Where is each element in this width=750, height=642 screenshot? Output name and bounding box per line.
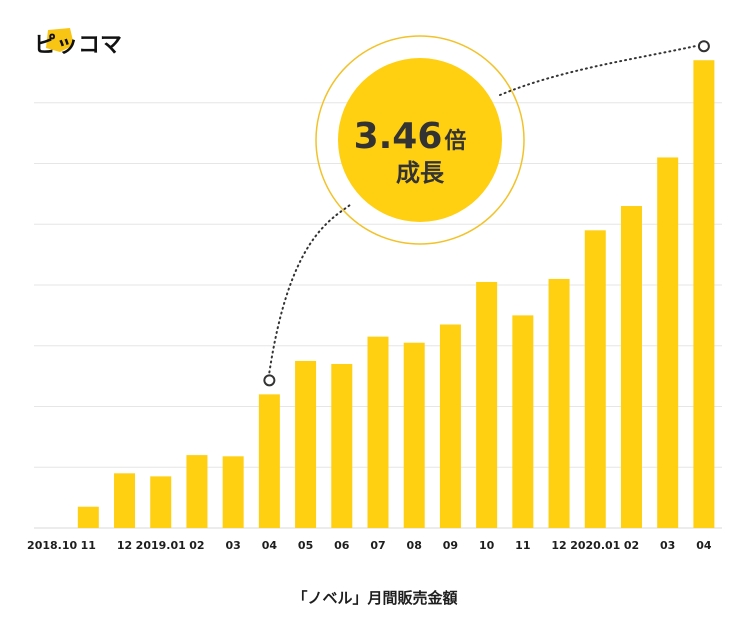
bar-1	[77, 506, 99, 528]
bar-6	[258, 394, 280, 528]
x-tick-labels: 2018.10 11 12 2019.01 02 03 04 05 06 07 08 09 10 11 12…	[27, 539, 712, 552]
x-tick-label: 12	[551, 539, 566, 552]
x-tick-label: 02	[624, 539, 639, 552]
bar-2	[114, 473, 136, 528]
x-tick-label: 08	[407, 539, 422, 552]
piccoma-logo: ピッコマ	[34, 28, 122, 58]
x-tick-label: 12	[117, 539, 132, 552]
bar-15	[584, 230, 606, 528]
end-marker	[697, 40, 710, 53]
x-tick-label: 04	[262, 539, 278, 552]
x-tick-label: 04	[696, 539, 712, 552]
x-tick-label: 10	[479, 539, 495, 552]
x-tick-label: 11	[515, 539, 530, 552]
callout-outer-ring	[315, 35, 525, 245]
bar-3	[150, 476, 172, 528]
x-tick-label: 2019.01	[136, 539, 186, 552]
callout-multiplier: 3.46	[354, 116, 443, 157]
bar-4	[186, 455, 208, 528]
logo-text: ピッコマ	[34, 33, 122, 58]
x-tick-label: 03	[660, 539, 675, 552]
x-tick-label: 2018.10	[27, 539, 77, 552]
bar-9	[367, 336, 389, 528]
bar-5	[222, 456, 244, 528]
bar-17	[657, 157, 679, 529]
bar-16	[620, 206, 642, 528]
bars	[77, 60, 715, 529]
start-marker	[263, 374, 276, 387]
callout-label: 成長	[396, 159, 445, 187]
callout-circle	[338, 58, 502, 222]
chart-caption: 「ノベル」月間販売金額	[292, 589, 457, 607]
x-tick-label: 2020.01	[570, 539, 620, 552]
bar-18	[693, 60, 715, 528]
bar-8	[331, 363, 353, 528]
x-tick-label: 03	[226, 539, 241, 552]
x-tick-label: 07	[370, 539, 385, 552]
bar-14	[548, 278, 570, 528]
callout-multiplier-line: 3.46倍	[354, 116, 467, 157]
x-tick-label: 11	[81, 539, 96, 552]
bar-10	[403, 342, 425, 528]
callout-unit: 倍	[444, 128, 466, 154]
bar-11	[439, 324, 461, 528]
growth-callout: 3.46倍 成長	[315, 35, 525, 245]
x-tick-label: 09	[443, 539, 458, 552]
x-tick-label: 02	[189, 539, 204, 552]
bar-12	[476, 281, 498, 528]
growth-dotted-arc	[268, 45, 696, 374]
x-tick-label: 05	[298, 539, 313, 552]
logo-badge	[46, 28, 74, 52]
bar-7	[295, 360, 317, 528]
bar-13	[512, 315, 534, 528]
x-tick-label: 06	[334, 539, 350, 552]
